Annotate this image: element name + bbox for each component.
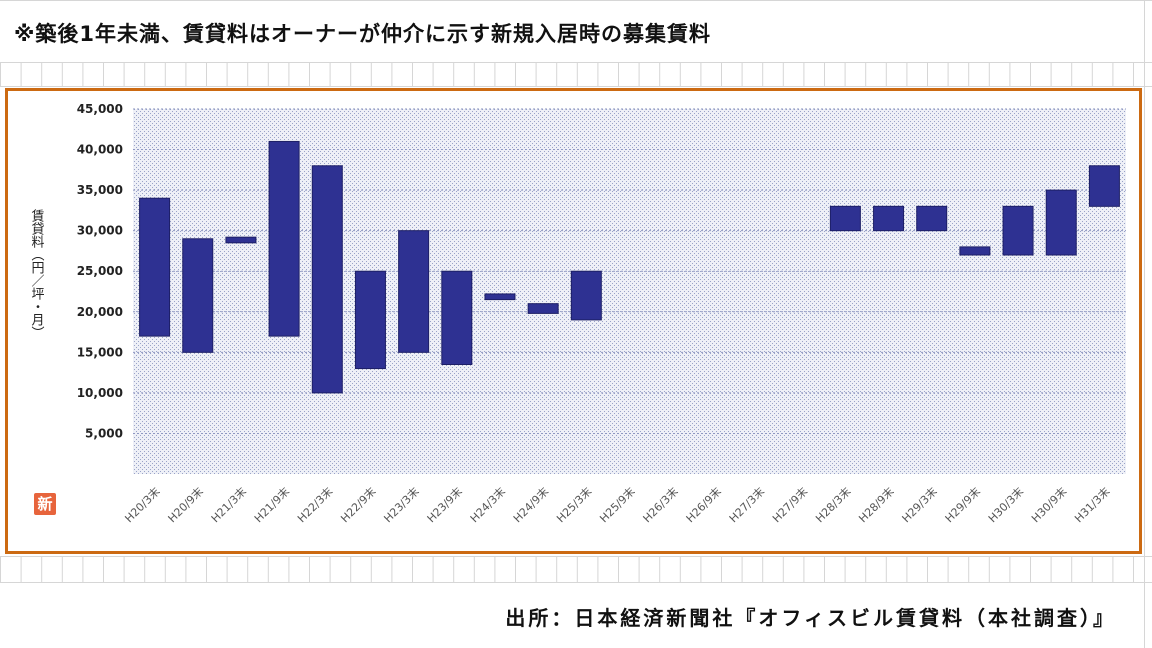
bar-H21/3末 [225,236,257,244]
chart-frame: 45,000 40,000 35,000 30,000 25,000 20,000 15,0… [5,88,1142,554]
x-tick-label: H24/3末 [467,484,508,525]
bar-H30/3末 [1002,205,1034,256]
y-tick-label: 15,000 [77,345,123,359]
x-tick-label: H28/9末 [856,484,897,525]
y-tick-label: 25,000 [77,264,123,278]
x-tick-label: H27/3末 [726,484,767,525]
y-tick-label: 35,000 [77,183,123,197]
bar-H22/9末 [354,270,386,370]
x-tick-label: H28/3末 [812,484,853,525]
x-tick-label: H21/3末 [208,484,249,525]
y-tick-label: 5,000 [85,426,123,440]
bar-H28/3末 [829,205,861,232]
bar-H28/9末 [873,205,905,232]
bar-H31/3末 [1088,165,1120,207]
x-tick-label: H22/9末 [338,484,379,525]
y-tick-label: 40,000 [77,143,123,157]
chart: 45,000 40,000 35,000 30,000 25,000 20,000 15,0… [29,102,1126,525]
y-tick-label: 45,000 [77,102,123,116]
bar-H20/9末 [182,238,214,353]
x-tick-label: H23/9末 [424,484,465,525]
bar-H24/9末 [527,303,559,314]
x-tick-label: H20/9末 [165,484,206,525]
x-tick-label: H20/3末 [122,484,163,525]
x-tick-label: H25/9末 [597,484,638,525]
note-text: ※築後1年未満、賃貸料はオーナーが仲介に示す新規入居時の募集賃料 [14,22,712,46]
bar-H24/3末 [484,293,516,301]
x-tick-label: H26/9末 [683,484,724,525]
bar-H22/3末 [311,165,343,394]
y-tick-label: 20,000 [77,305,123,319]
x-tick-label: H26/3末 [640,484,681,525]
x-tick-label: H23/3末 [381,484,422,525]
bar-H29/9末 [959,246,991,256]
bar-H25/3末 [570,270,602,321]
bar-H21/9末 [268,140,300,337]
x-tick-label: H31/3末 [1072,484,1113,525]
x-tick-label: H21/9末 [251,484,292,525]
bar-H29/3末 [916,205,948,232]
x-tick-label: H30/9末 [1028,484,1069,525]
x-tick-label: H30/3末 [985,484,1026,525]
x-tick-label: H22/3末 [294,484,335,525]
y-tick-label: 10,000 [77,386,123,400]
x-tick-label: H27/9末 [769,484,810,525]
bar-H30/9末 [1045,189,1077,256]
source-credit: 出所：日本経済新聞社『オフィスビル賃貸料（本社調査）』 [505,606,1116,630]
x-tick-label: H29/9末 [942,484,983,525]
x-tick-label: H24/9末 [510,484,551,525]
x-tick-label: H25/3末 [553,484,594,525]
y-tick-label: 30,000 [77,224,123,238]
x-tick-label: H29/3末 [899,484,940,525]
nikkei-logo-icon: 新 [34,493,56,515]
bar-H23/3末 [398,230,430,353]
y-axis-label: 賃貸料（円／坪・月） [29,209,45,339]
bar-H23/9末 [441,270,473,366]
bar-H20/3末 [139,197,171,337]
